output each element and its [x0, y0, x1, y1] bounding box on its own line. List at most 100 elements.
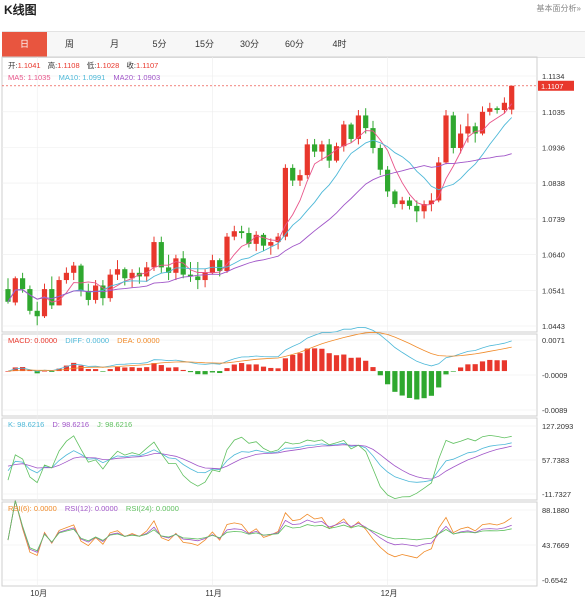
macd-histogram-bar [78, 365, 84, 372]
low-label: 低: [87, 60, 97, 70]
candle-body [377, 147, 383, 170]
candle-body [421, 204, 427, 212]
candle-body [71, 265, 77, 273]
rsi24-value: RSI(24): 0.0000 [126, 504, 179, 513]
candle-body [114, 269, 121, 275]
candle-body [224, 236, 230, 272]
candle-body [465, 126, 471, 134]
candle-body [472, 126, 478, 134]
macd-histogram-bar [450, 371, 456, 372]
macd-histogram-bar [421, 371, 427, 399]
diff-line [7, 326, 512, 372]
macd-histogram-bar [158, 365, 164, 372]
high-label: 高: [48, 60, 58, 70]
candle-body [260, 234, 267, 246]
macd-histogram-bar [297, 353, 303, 372]
macd-histogram-bar [341, 354, 347, 372]
last-price-badge [538, 80, 574, 91]
tab-15min[interactable]: 15分 [194, 39, 214, 49]
candle-body [348, 124, 354, 139]
tab-60min[interactable]: 60分 [284, 39, 304, 49]
macd-histogram-bar [114, 367, 121, 372]
ma-info: MA5: 1.1035 MA10: 1.0991 MA20: 1.0903 [8, 73, 160, 82]
tab-5min[interactable]: 5分 [152, 39, 167, 49]
candle-body [392, 191, 398, 205]
candle-body [144, 267, 150, 277]
candle-body [122, 269, 128, 279]
macd-histogram-bar [275, 368, 281, 372]
diff-value: DIFF: 0.0000 [65, 336, 109, 345]
macd-histogram-bar [465, 364, 471, 372]
candle-body [297, 175, 303, 181]
macd-histogram-bar [195, 371, 201, 375]
candle-body [304, 144, 310, 176]
price-tick-label: 1.1134 [542, 72, 564, 81]
price-tick-label: 1.0443 [542, 322, 565, 331]
tab-4hour[interactable]: 4时 [332, 39, 347, 49]
candle-body [231, 231, 237, 237]
macd-histogram-bar [414, 371, 420, 400]
ma20-line [7, 153, 512, 303]
indicator-tick-label: 127.2093 [542, 422, 573, 431]
macd-histogram-bar [217, 371, 223, 374]
candle-body [63, 272, 69, 281]
candle-body [34, 310, 40, 317]
candle-body [450, 115, 456, 148]
fundamental-analysis-link[interactable]: 基本面分析» [536, 4, 581, 13]
tab-week[interactable]: 周 [64, 39, 74, 49]
tab-day[interactable]: 日 [2, 32, 47, 57]
macd-histogram-bar [443, 371, 449, 375]
macd-histogram-bar [246, 364, 252, 372]
candle-body [428, 200, 434, 205]
macd-histogram-bar [348, 357, 354, 372]
macd-histogram-bar [355, 357, 361, 372]
macd-histogram-bar [93, 369, 99, 372]
macd-histogram-bar [100, 371, 106, 372]
candle-body [56, 280, 62, 306]
candle-body [202, 272, 208, 281]
dea-value: DEA: 0.0000 [117, 336, 160, 345]
tab-30min[interactable]: 30分 [239, 39, 259, 49]
candle-body [217, 260, 223, 272]
rsi-panel: 88.1880 43.7669 -0.6542 [7, 500, 569, 585]
price-tick-label: 1.1035 [542, 108, 565, 117]
macd-histogram-bar [472, 364, 478, 372]
indicator-tick-label: 43.7669 [542, 541, 569, 550]
price-tick-label: 1.0640 [542, 251, 565, 260]
candle-body [312, 144, 318, 152]
macd-info: MACD: 0.0000 DIFF: 0.0000 DEA: 0.0000 [8, 336, 160, 345]
macd-histogram-bar [34, 371, 40, 374]
macd-panel: 0.0071 -0.0009 -0.0089 [5, 326, 567, 415]
macd-histogram-bar [71, 362, 77, 372]
candle-body [158, 242, 164, 268]
macd-histogram-bar [487, 359, 493, 372]
macd-histogram-bar [494, 360, 500, 372]
macd-histogram-bar [209, 371, 215, 373]
tab-month[interactable]: 月 [109, 39, 119, 49]
open-value: 1.1041 [18, 61, 41, 70]
candle-body [333, 146, 340, 161]
candle-body [326, 144, 332, 161]
macd-histogram-bar [166, 367, 172, 372]
candle-body [20, 278, 26, 290]
month-label: 11月 [205, 589, 221, 598]
price-panel-border [1, 56, 538, 333]
rsi6-value: RSI(6): 0.0000 [8, 504, 57, 513]
macd-histogram-bar [129, 367, 135, 372]
macd-histogram-bar [107, 369, 113, 372]
open-label: 开: [8, 61, 18, 70]
macd-histogram-bar [333, 355, 340, 372]
macd-histogram-bar [319, 348, 325, 372]
macd-histogram-bar [85, 368, 91, 372]
price-tick-label: 1.0541 [542, 287, 565, 296]
macd-histogram-bar [202, 371, 208, 375]
candle-body [173, 258, 179, 273]
candle-body [78, 265, 84, 291]
month-label: 10月 [30, 589, 47, 598]
grid-lines [2, 57, 537, 586]
candle-body [268, 242, 274, 246]
close-value: 1.1107 [136, 61, 158, 70]
macd-histogram-bar [260, 366, 267, 372]
candle-body [290, 167, 296, 181]
